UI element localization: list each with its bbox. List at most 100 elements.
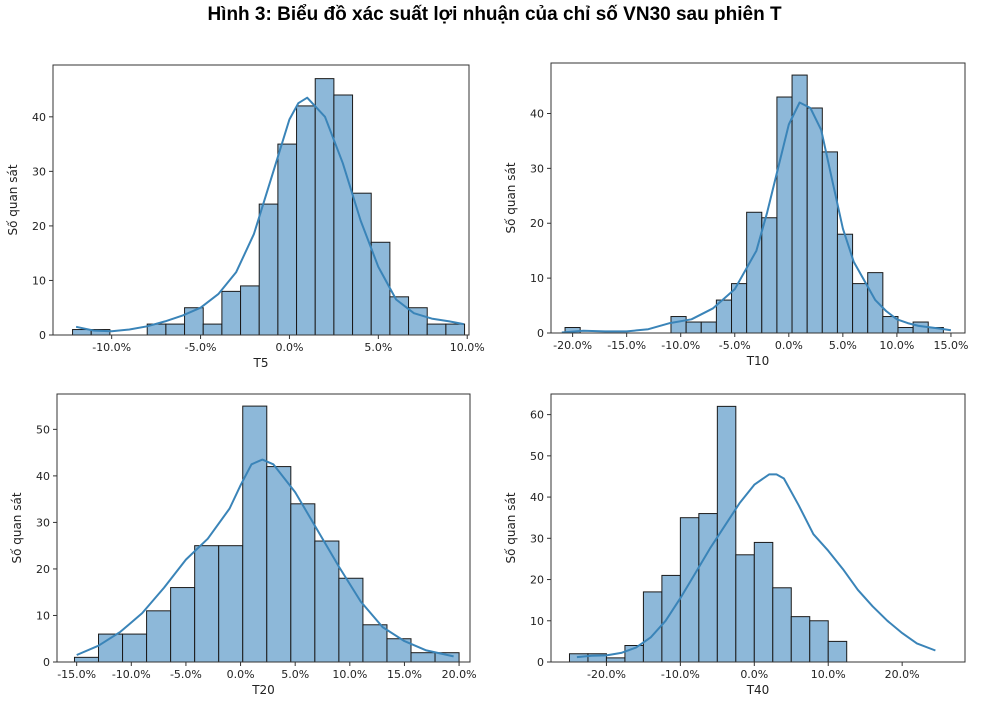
x-tick-label: 0.0% xyxy=(740,668,768,681)
histogram-bar xyxy=(122,633,148,663)
histogram-bar xyxy=(746,211,763,334)
histogram-bar xyxy=(867,272,884,334)
histogram-bar xyxy=(821,151,838,334)
histogram-t20: -15.0% -10.0% -5.0% 0.0% 5.0% 10.0% 15.0% 20.0%… xyxy=(10,393,477,697)
y-tick-label: 30 xyxy=(32,165,46,178)
kde-curve xyxy=(75,96,464,333)
kde-curve xyxy=(561,101,952,334)
x-tick-label: 10.0% xyxy=(332,668,367,681)
y-tick-label: 40 xyxy=(530,107,544,120)
x-tick-label: 20.0% xyxy=(442,668,477,681)
x-tick-label: -20.0% xyxy=(553,339,592,352)
histogram-bar xyxy=(761,217,778,334)
histogram-bar xyxy=(806,107,823,334)
x-tick-label: -10.0% xyxy=(92,341,131,354)
histogram-bar xyxy=(194,545,220,663)
histogram-bar xyxy=(242,405,268,663)
x-axis-label: T10 xyxy=(746,354,770,368)
x-tick-label: 5.0% xyxy=(281,668,309,681)
histogram-bar xyxy=(258,203,279,336)
y-tick-label: 60 xyxy=(530,409,544,422)
histogram-bar xyxy=(605,657,626,663)
y-axis-label: Số quan sát xyxy=(504,492,518,563)
y-tick-label: 0 xyxy=(537,656,544,669)
x-tick-label: -15.0% xyxy=(607,339,646,352)
y-tick-label: 20 xyxy=(32,220,46,233)
kde-curve xyxy=(576,473,936,659)
plot-frame xyxy=(550,62,966,334)
histogram-bar xyxy=(146,610,172,663)
y-axis-label: Số quan sát xyxy=(10,492,24,563)
x-tick-label: -5.0% xyxy=(170,668,202,681)
x-tick-label: -10.0% xyxy=(661,339,700,352)
plot-frame xyxy=(550,393,966,663)
y-tick-label: 0 xyxy=(43,656,50,669)
histogram-t5: -10.0% -5.0% 0.0% 5.0% 10.0% 0 10 20 30 40 T5 Số qu… xyxy=(6,64,485,370)
histogram-bar xyxy=(362,624,388,663)
x-axis-label: T5 xyxy=(253,356,269,370)
histogram-bar xyxy=(827,640,848,663)
y-tick-label: 20 xyxy=(36,563,50,576)
y-tick-label: 10 xyxy=(32,274,46,287)
y-tick-label: 10 xyxy=(530,615,544,628)
histogram-bar xyxy=(266,466,292,663)
x-tick-label: 0.0% xyxy=(227,668,255,681)
plot-frame xyxy=(52,64,470,336)
y-tick-label: 0 xyxy=(39,329,46,342)
histogram-bar xyxy=(277,143,298,336)
y-tick-label: 30 xyxy=(36,516,50,529)
histogram-bar xyxy=(221,290,242,336)
kde-curve xyxy=(76,458,454,658)
histogram-t10: -20.0% -15.0% -10.0% -5.0% 0.0% 5.0% 10.0% 15.0… xyxy=(504,62,968,368)
y-tick-label: 10 xyxy=(36,609,50,622)
histogram-bar xyxy=(202,323,223,336)
histogram-bar xyxy=(670,316,687,334)
y-tick-label: 20 xyxy=(530,217,544,230)
histogram-bar xyxy=(338,577,364,663)
histogram-bar xyxy=(165,323,186,336)
x-axis-label: T20 xyxy=(251,683,275,697)
x-tick-label: -5.0% xyxy=(719,339,751,352)
histogram-bar xyxy=(426,323,447,336)
x-tick-label: -20.0% xyxy=(587,668,626,681)
histogram-bar xyxy=(240,285,260,336)
x-tick-label: 15.0% xyxy=(933,339,968,352)
histogram-bar xyxy=(333,94,354,336)
x-tick-label: -5.0% xyxy=(185,341,217,354)
x-tick-label: -15.0% xyxy=(57,668,96,681)
histogram-bar xyxy=(790,616,811,663)
histogram-bar xyxy=(852,283,869,334)
histogram-bar xyxy=(715,299,733,334)
histogram-bar xyxy=(809,620,829,663)
x-tick-label: 10.0% xyxy=(450,341,485,354)
histogram-bar xyxy=(170,587,196,663)
histogram-bar xyxy=(352,192,372,336)
figure-title: Hình 3: Biểu đồ xác suất lợi nhuận của c… xyxy=(207,4,782,25)
plot-frame xyxy=(56,393,471,663)
x-tick-label: 10.0% xyxy=(879,339,914,352)
histogram-bar xyxy=(445,323,466,336)
y-axis-label: Số quan sát xyxy=(504,162,518,233)
histogram-bar xyxy=(679,517,700,663)
histogram-bar xyxy=(698,513,718,663)
x-tick-label: 5.0% xyxy=(364,341,392,354)
histogram-bar xyxy=(753,541,774,663)
histogram-bar xyxy=(897,327,914,334)
y-tick-label: 30 xyxy=(530,532,544,545)
histogram-bar xyxy=(735,554,755,663)
x-tick-label: 15.0% xyxy=(387,668,422,681)
histogram-bar xyxy=(772,587,792,663)
histogram-bar xyxy=(296,105,316,336)
histogram-bar xyxy=(290,503,316,663)
x-tick-label: -10.0% xyxy=(661,668,700,681)
histogram-bar xyxy=(776,96,793,334)
x-tick-label: 0.0% xyxy=(775,339,803,352)
y-tick-label: 40 xyxy=(530,491,544,504)
histogram-bar xyxy=(410,652,436,663)
y-tick-label: 20 xyxy=(530,574,544,587)
x-tick-label: 0.0% xyxy=(275,341,303,354)
histogram-t40: -20.0% -10.0% 0.0% 10.0% 20.0% 0 10 20 30 40 50 60 T… xyxy=(504,393,966,697)
y-tick-label: 40 xyxy=(36,470,50,483)
histogram-bar xyxy=(218,545,244,663)
y-tick-label: 30 xyxy=(530,162,544,175)
